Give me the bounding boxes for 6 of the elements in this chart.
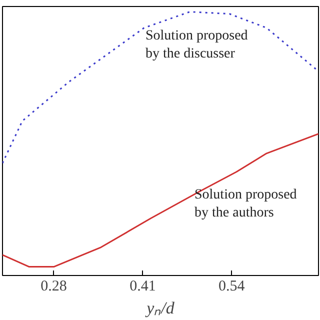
x-tick-label: 0.28 <box>40 278 67 294</box>
x-axis-title: yₙ/d <box>144 298 175 318</box>
x-tick-label: 0.41 <box>130 278 156 294</box>
x-tick-label: 0.54 <box>218 278 246 294</box>
annotation: Solution proposed by the discusser <box>146 28 248 62</box>
annotation: Solution proposed by the authors <box>194 188 297 220</box>
